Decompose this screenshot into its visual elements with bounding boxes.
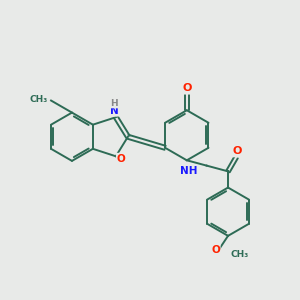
Text: CH₃: CH₃ bbox=[30, 94, 48, 103]
Text: O: O bbox=[182, 83, 191, 94]
Text: N: N bbox=[110, 106, 119, 116]
Text: O: O bbox=[117, 154, 125, 164]
Text: NH: NH bbox=[180, 167, 198, 176]
Text: O: O bbox=[233, 146, 242, 156]
Text: H: H bbox=[111, 99, 118, 108]
Text: O: O bbox=[211, 245, 220, 255]
Text: CH₃: CH₃ bbox=[231, 250, 249, 259]
